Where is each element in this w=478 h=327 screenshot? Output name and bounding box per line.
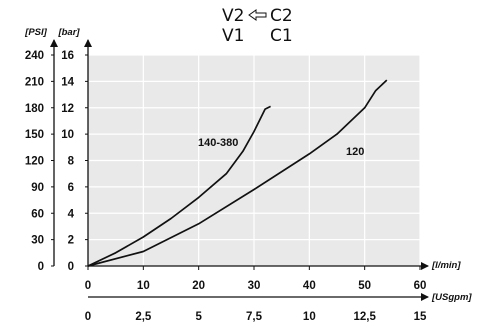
- series-line-140-380: [87, 105, 271, 267]
- x-tick-label-lpm: 50: [358, 280, 371, 292]
- header-v2: V2: [222, 6, 244, 26]
- series-label-120: 120: [346, 146, 364, 158]
- series-group: 140-380 120: [87, 79, 388, 267]
- y-tick-label-bar: 16: [61, 50, 74, 62]
- x-tick-label-usgpm: 10: [303, 311, 316, 323]
- y-tick-label-psi: 60: [31, 208, 44, 220]
- chart-header: V2 C2 V1 C1: [222, 6, 293, 46]
- unit-labels: [PSI] [bar] [l/min] [USgpm]: [24, 27, 472, 303]
- y-tick-label-bar: 12: [61, 103, 74, 115]
- header-c2: C2: [270, 6, 293, 26]
- left-arrow-icon: [248, 9, 267, 21]
- y-tick-label-bar: 0: [68, 261, 74, 273]
- axes: [50, 39, 429, 301]
- x-tick-label-usgpm: 12,5: [353, 311, 376, 323]
- x-tick-label-lpm: 40: [303, 280, 316, 292]
- tick-labels: 0 10 20 30 40 50 600 2,5 5 7,5 10 12,5 1502468101214…: [25, 50, 427, 323]
- y-bar-unit: [bar]: [57, 27, 80, 38]
- x-tick-label-usgpm: 5: [195, 311, 202, 323]
- y-tick-label-bar: 4: [68, 208, 75, 220]
- series-line-120: [87, 79, 388, 267]
- y-tick-label-psi: 210: [25, 76, 44, 88]
- y-tick-label-psi: 120: [25, 156, 44, 168]
- x-tick-label-lpm: 20: [192, 280, 205, 292]
- y-tick-label-bar: 10: [61, 129, 74, 141]
- x-tick-label-lpm: 0: [85, 280, 91, 292]
- x-usgpm-unit: [USgpm]: [431, 292, 472, 303]
- x-tick-label-usgpm: 7,5: [246, 311, 263, 323]
- y-tick-label-psi: 150: [25, 129, 44, 141]
- x-tick-label-lpm: 60: [414, 280, 427, 292]
- y-tick-label-psi: 30: [31, 235, 44, 247]
- grid: [88, 54, 421, 266]
- y-tick-label-bar: 8: [68, 156, 75, 168]
- header-c1: C1: [270, 26, 293, 46]
- y-tick-label-bar: 2: [68, 235, 74, 247]
- x-tick-label-usgpm: 2,5: [135, 311, 152, 323]
- y-tick-label-bar: 14: [61, 76, 74, 88]
- header-v1: V1: [222, 26, 244, 46]
- y-tick-label-psi: 90: [31, 182, 44, 194]
- x-tick-label-usgpm: 15: [414, 311, 427, 323]
- x-lpm-unit: [l/min]: [431, 260, 461, 271]
- x-tick-label-usgpm: 0: [85, 311, 91, 323]
- series-label-140-380: 140-380: [198, 137, 238, 149]
- y-tick-label-psi: 0: [38, 261, 44, 273]
- x-tick-label-lpm: 30: [248, 280, 261, 292]
- y-tick-label-bar: 6: [68, 182, 74, 194]
- y-psi-unit: [PSI]: [24, 27, 47, 38]
- y-tick-label-psi: 240: [25, 50, 44, 62]
- y-tick-label-psi: 180: [25, 103, 44, 115]
- x-tick-label-lpm: 10: [137, 280, 150, 292]
